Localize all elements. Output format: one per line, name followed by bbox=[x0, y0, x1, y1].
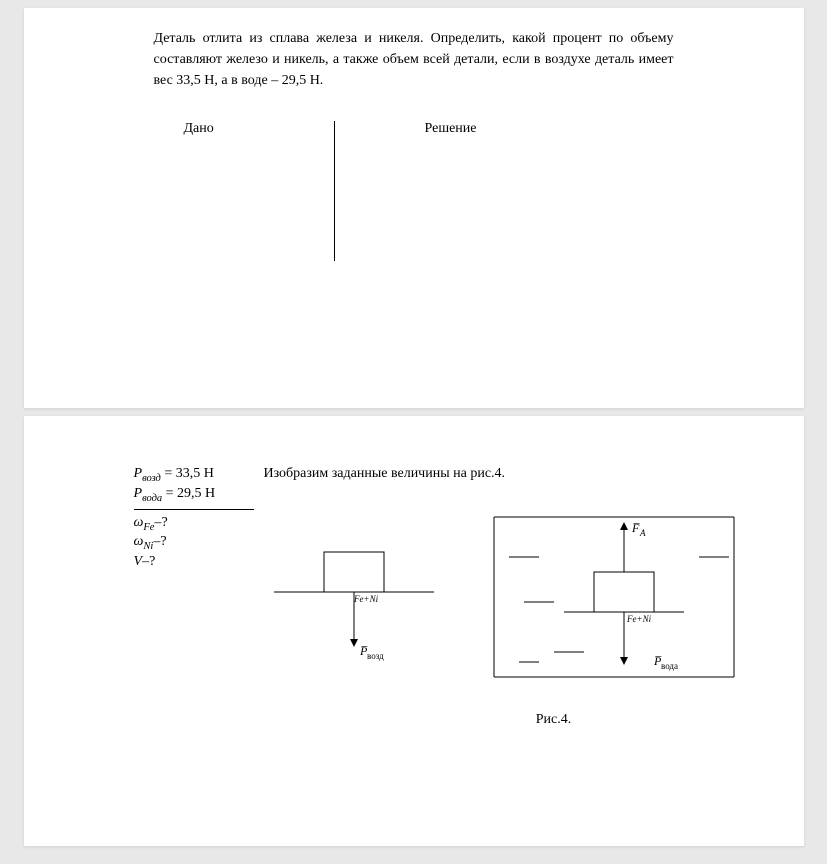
solution-intro: Изобразим заданные величины на рис.4. bbox=[264, 466, 764, 482]
p-vozd-line: Pвозд = 33,5 Н bbox=[134, 466, 254, 484]
diagram-air: Fe+Ni P̅ возд bbox=[264, 497, 444, 677]
dano-reshenie-layout: Дано Решение bbox=[64, 121, 764, 261]
solution-area: Изобразим заданные величины на рис.4. Fe… bbox=[264, 466, 764, 728]
page-2: Pвозд = 33,5 Н Pвода = 29,5 Н ωFe–? ωNi–… bbox=[24, 416, 804, 846]
page-1: Деталь отлита из сплава железа и никеля.… bbox=[24, 8, 804, 408]
reshenie-header: Решение bbox=[365, 121, 764, 261]
svg-text:Fe+Ni: Fe+Ni bbox=[626, 614, 652, 624]
omega-fe-line: ωFe–? bbox=[134, 515, 254, 533]
diagram-container: Fe+Ni P̅ возд bbox=[264, 497, 764, 697]
omega-ni-line: ωNi–? bbox=[134, 534, 254, 552]
svg-text:вода: вода bbox=[661, 661, 678, 671]
problem-text: Деталь отлита из сплава железа и никеля.… bbox=[64, 28, 764, 91]
dano-header: Дано bbox=[184, 121, 304, 261]
diagram-water: Fe+Ni F̅ A P̅ вода bbox=[484, 497, 744, 697]
given-values: Pвозд = 33,5 Н Pвода = 29,5 Н bbox=[134, 466, 254, 510]
vertical-divider bbox=[334, 121, 335, 261]
svg-text:A: A bbox=[639, 528, 646, 538]
p-voda-line: Pвода = 29,5 Н bbox=[134, 486, 254, 504]
v-line: V–? bbox=[134, 554, 254, 570]
given-data-block: Pвозд = 33,5 Н Pвода = 29,5 Н ωFe–? ωNi–… bbox=[64, 466, 254, 572]
svg-text:возд: возд bbox=[367, 651, 384, 661]
svg-text:Fe+Ni: Fe+Ni bbox=[353, 594, 379, 604]
svg-text:F̅: F̅ bbox=[631, 521, 640, 535]
figure-caption: Рис.4. bbox=[344, 712, 764, 728]
